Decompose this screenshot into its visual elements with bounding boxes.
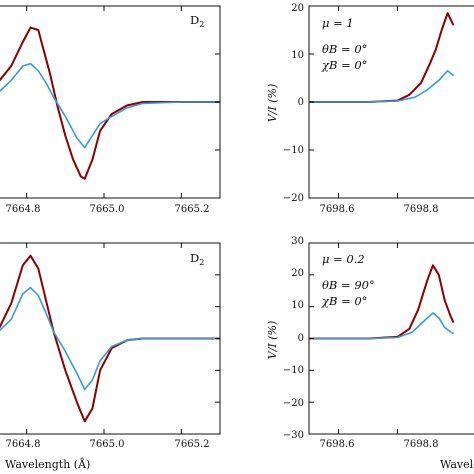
series-line-dark-red <box>0 26 220 180</box>
y-tick-label: −20 <box>283 193 304 204</box>
x-tick-label: 7665.2 <box>175 439 210 450</box>
x-tick-label: 7698.6 <box>320 439 355 450</box>
y-tick-label: 30 <box>291 236 304 247</box>
y-tick-label: 0 <box>298 97 304 108</box>
x-tick-label: 7664.8 <box>6 439 41 450</box>
series-group <box>309 264 455 340</box>
series-line-blue <box>309 312 454 340</box>
panel-top-left: D2 7664.8 7665.0 7665.2 <box>6 13 210 215</box>
y-tick-label: −20 <box>283 398 304 409</box>
series-group <box>0 254 220 423</box>
x-tick-label: 7665.2 <box>175 204 210 215</box>
panel-top-right-marks <box>308 5 474 199</box>
annotation-top-left-d2-sub: 2 <box>199 20 204 29</box>
x-tick-label: 7665.0 <box>90 204 125 215</box>
y-tick-label: 10 <box>291 50 304 61</box>
y-tick-label: 0 <box>298 333 304 344</box>
annotation-theta-bottom: θB = 90° <box>322 278 375 292</box>
x-tick-label: 7698.8 <box>404 204 439 215</box>
x-tick-label: 7664.8 <box>6 204 41 215</box>
annotation-top-left-d2: D2 <box>190 13 204 29</box>
annotation-mu-bottom: μ = 0.2 <box>322 252 365 266</box>
panel-bottom-right: V/I (%) μ = 0.2 θB = 90° χB = 0° −30 −20… <box>266 236 474 471</box>
y-tick-label: −10 <box>283 145 304 156</box>
y-tick-label: 20 <box>291 3 304 14</box>
x-tick-label: 7698.6 <box>320 204 355 215</box>
x-axis-label-left: Wavelength (Å) <box>5 457 90 471</box>
series-line-blue <box>0 62 220 149</box>
y-axis-label-bottom: V/I (%) <box>266 321 279 360</box>
x-tick-label: 7665.0 <box>90 439 125 450</box>
panel-top-left-marks <box>0 5 221 199</box>
x-axis-label-right: Wavelength (Å) <box>440 457 474 471</box>
annotation-chi-top: χB = 0° <box>321 58 367 72</box>
chart-marks <box>0 5 474 435</box>
series-line-blue <box>309 70 455 103</box>
series-group <box>309 12 455 103</box>
series-line-blue <box>0 286 220 391</box>
panel-bottom-left-marks <box>0 242 221 435</box>
panel-top-right: V/I (%) μ = 1 θB = 0° χB = 0° −20 −10 0 … <box>266 3 439 215</box>
y-tick-label: 20 <box>291 268 304 279</box>
y-tick-label: −30 <box>283 430 304 441</box>
panel-bottom-right-marks <box>308 242 474 435</box>
annotation-chi-bottom: χB = 0° <box>321 294 367 308</box>
annotation-bottom-left-d2-sub: 2 <box>199 258 204 267</box>
x-tick-label: 7698.8 <box>404 439 439 450</box>
y-axis-label-top: V/I (%) <box>266 84 279 123</box>
annotation-bottom-left-d2: D2 <box>190 251 204 267</box>
series-group <box>0 26 220 180</box>
annotation-theta-top: θB = 0° <box>322 42 367 56</box>
y-tick-label: −10 <box>283 365 304 376</box>
panel-bottom-left: D2 7664.8 7665.0 7665.2 Wavelength (Å) <box>5 251 210 471</box>
y-tick-label: 10 <box>291 300 304 311</box>
annotation-mu-top: μ = 1 <box>322 16 354 30</box>
